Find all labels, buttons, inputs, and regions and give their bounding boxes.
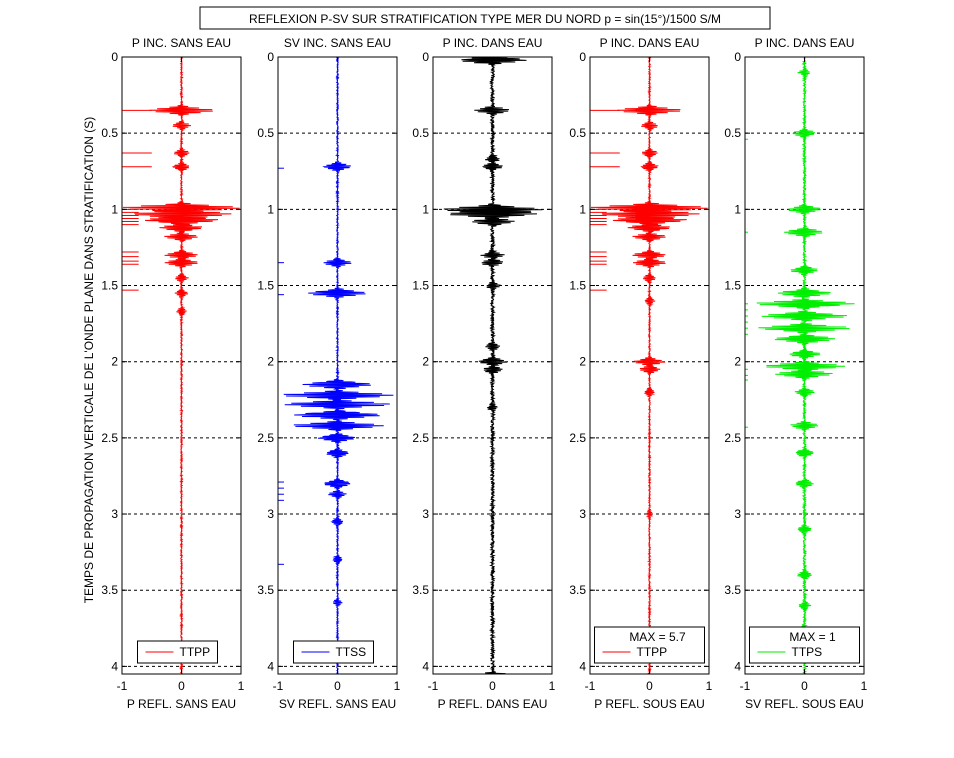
xtick-label: -1 bbox=[273, 679, 284, 693]
xtick-label: 0 bbox=[334, 679, 341, 693]
ytick-label: 2 bbox=[422, 355, 429, 369]
xtick-label: -1 bbox=[740, 679, 751, 693]
legend-entry: TTSS bbox=[336, 645, 367, 659]
xtick-label: 0 bbox=[489, 679, 496, 693]
legend-box bbox=[293, 640, 374, 664]
panel-1: 0 0.5 1 1.5 2 2.5 3 3.5 4 -1 0 1 P INC. SANS EAU P RE… bbox=[101, 36, 244, 711]
legend-box bbox=[137, 640, 218, 664]
panel-3: 0 0.5 1 1.5 2 2.5 3 3.5 4 -1 0 1 P INC. DANS EAU P RE… bbox=[412, 36, 555, 711]
ytick-label: 1 bbox=[579, 202, 586, 216]
ytick-label: 1.5 bbox=[724, 279, 741, 293]
ytick-label: 4 bbox=[422, 659, 429, 673]
ytick-label: 0.5 bbox=[569, 126, 586, 140]
panel-xlabel: P REFL. DANS EAU bbox=[438, 697, 548, 711]
ytick-label: 3.5 bbox=[101, 583, 118, 597]
ytick-label: 2.5 bbox=[724, 431, 741, 445]
panel-title: P INC. DANS EAU bbox=[443, 36, 543, 50]
ytick-label: 1.5 bbox=[257, 279, 274, 293]
xtick-label: -1 bbox=[117, 679, 128, 693]
ytick-label: 1.5 bbox=[569, 279, 586, 293]
ytick-label: 3 bbox=[111, 507, 118, 521]
ytick-label: 2.5 bbox=[412, 431, 429, 445]
trace-ttpp bbox=[590, 56, 708, 675]
xtick-label: 1 bbox=[706, 679, 713, 693]
legend-max-label: MAX = 5.7 bbox=[629, 630, 686, 644]
xtick-label: -1 bbox=[428, 679, 439, 693]
panel-title: P INC. DANS EAU bbox=[600, 36, 700, 50]
xtick-label: 1 bbox=[549, 679, 556, 693]
ytick-label: 3 bbox=[734, 507, 741, 521]
legend-max-label: MAX = 1 bbox=[789, 630, 836, 644]
ytick-label: 2.5 bbox=[101, 431, 118, 445]
panel-xlabel: SV REFL. SANS EAU bbox=[279, 697, 396, 711]
ytick-label: 2.5 bbox=[257, 431, 274, 445]
xtick-label: 0 bbox=[646, 679, 653, 693]
legend-entry: TTPP bbox=[180, 645, 211, 659]
ytick-label: 1 bbox=[734, 202, 741, 216]
legend: TTPP bbox=[137, 640, 218, 664]
trace-ttps bbox=[756, 56, 855, 675]
ytick-label: 3 bbox=[267, 507, 274, 521]
ytick-label: 0 bbox=[111, 50, 118, 64]
figure-title: REFLEXION P-SV SUR STRATIFICATION TYPE M… bbox=[249, 12, 721, 26]
ytick-label: 3.5 bbox=[412, 583, 429, 597]
xtick-label: -1 bbox=[585, 679, 596, 693]
ytick-label: 3 bbox=[422, 507, 429, 521]
ytick-label: 0 bbox=[579, 50, 586, 64]
ytick-label: 3.5 bbox=[724, 583, 741, 597]
ytick-label: 3.5 bbox=[569, 583, 586, 597]
ytick-label: 1 bbox=[267, 202, 274, 216]
ytick-label: 0.5 bbox=[412, 126, 429, 140]
xtick-label: 1 bbox=[394, 679, 401, 693]
ytick-label: 0 bbox=[422, 50, 429, 64]
ytick-label: 4 bbox=[579, 659, 586, 673]
ytick-label: 0 bbox=[734, 50, 741, 64]
figure-ylabel: TEMPS DE PROPAGATION VERTICALE DE L'ONDE… bbox=[82, 117, 96, 604]
ytick-label: 0 bbox=[267, 50, 274, 64]
legend-entry: TTPP bbox=[637, 645, 668, 659]
xtick-label: 1 bbox=[238, 679, 245, 693]
panel-title: P INC. DANS EAU bbox=[755, 36, 855, 50]
ytick-label: 0.5 bbox=[257, 126, 274, 140]
xtick-label: 1 bbox=[861, 679, 868, 693]
ytick-label: 0.5 bbox=[724, 126, 741, 140]
legend-box bbox=[594, 626, 705, 664]
ytick-label: 1 bbox=[111, 202, 118, 216]
ytick-label: 4 bbox=[734, 659, 741, 673]
title-box bbox=[199, 6, 771, 30]
ytick-label: 4 bbox=[111, 659, 118, 673]
trace-ttss bbox=[283, 56, 394, 675]
xtick-label: 0 bbox=[801, 679, 808, 693]
ytick-label: 3 bbox=[579, 507, 586, 521]
panels: 0 0.5 1 1.5 2 2.5 3 3.5 4 -1 0 1 P INC. SANS EAU P RE… bbox=[101, 36, 867, 711]
ytick-label: 2 bbox=[734, 355, 741, 369]
ytick-label: 1.5 bbox=[101, 279, 118, 293]
trace-series bbox=[443, 56, 543, 675]
panel-5: 0 0.5 1 1.5 2 2.5 3 3.5 4 -1 0 1 P INC. DANS EAU SV R… bbox=[724, 36, 867, 711]
panel-xlabel: SV REFL. SOUS EAU bbox=[745, 697, 864, 711]
panel-xlabel: P REFL. SANS EAU bbox=[127, 697, 236, 711]
ytick-label: 3.5 bbox=[257, 583, 274, 597]
ytick-label: 2 bbox=[111, 355, 118, 369]
panel-title: SV INC. SANS EAU bbox=[284, 36, 391, 50]
ytick-label: 2.5 bbox=[569, 431, 586, 445]
ytick-label: 2 bbox=[267, 355, 274, 369]
legend-box bbox=[749, 626, 860, 664]
panel-xlabel: P REFL. SOUS EAU bbox=[594, 697, 704, 711]
ytick-label: 4 bbox=[267, 659, 274, 673]
xtick-label: 0 bbox=[178, 679, 185, 693]
panel-2: 0 0.5 1 1.5 2 2.5 3 3.5 4 -1 0 1 SV INC. SANS EAU SV … bbox=[257, 36, 400, 711]
ytick-label: 2 bbox=[579, 355, 586, 369]
ytick-label: 1.5 bbox=[412, 279, 429, 293]
legend-entry: TTPS bbox=[792, 645, 823, 659]
panel-title: P INC. SANS EAU bbox=[132, 36, 231, 50]
panel-4: 0 0.5 1 1.5 2 2.5 3 3.5 4 -1 0 1 P INC. DANS EAU P RE… bbox=[569, 36, 712, 711]
ytick-label: 1 bbox=[422, 202, 429, 216]
trace-ttpp bbox=[122, 56, 240, 675]
legend: TTSS bbox=[293, 640, 374, 664]
ytick-label: 0.5 bbox=[101, 126, 118, 140]
